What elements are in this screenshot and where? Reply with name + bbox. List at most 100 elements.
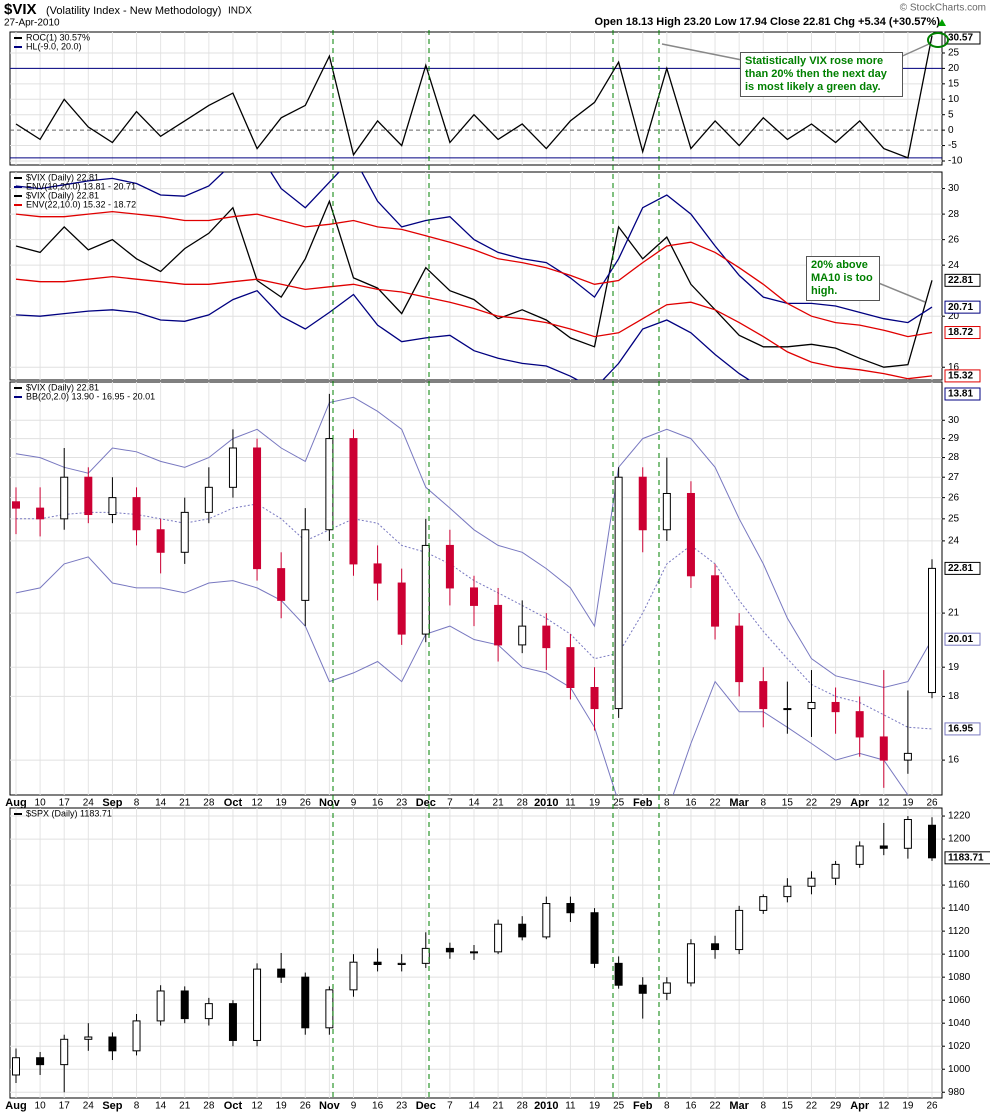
x-tick-label: 9 bbox=[351, 798, 357, 809]
candle-body bbox=[12, 501, 20, 509]
x-tick-label: 19 bbox=[589, 798, 601, 809]
candle-body bbox=[518, 625, 527, 646]
x-tick-label: Mar bbox=[729, 797, 749, 809]
x-tick-label: Oct bbox=[224, 797, 243, 809]
x-tick-label: 24 bbox=[83, 798, 95, 809]
x-tick-label: 16 bbox=[685, 798, 697, 809]
exchange: INDX bbox=[228, 6, 252, 17]
last-value-label: 30.57 bbox=[948, 33, 973, 44]
legend-label: BB(20,2.0) 13.90 - 16.95 - 20.01 bbox=[26, 391, 155, 401]
annotation: 20% above MA10 is too high. bbox=[806, 256, 880, 301]
x-tick-label: 2010 bbox=[534, 797, 558, 809]
legend-label: $SPX (Daily) 1183.71 bbox=[26, 808, 112, 818]
candle-body bbox=[542, 625, 551, 649]
x-tick-label: 10 bbox=[35, 1101, 47, 1112]
candle-body bbox=[735, 909, 744, 951]
y-tick-label: 28 bbox=[948, 452, 960, 463]
symbol-name: (Volatility Index - New Methodology) bbox=[46, 5, 221, 17]
candle-body bbox=[253, 968, 262, 1041]
x-tick-label: 9 bbox=[351, 1101, 357, 1112]
candle-body bbox=[156, 529, 165, 553]
annotation: Statistically VIX rose more than 20% the… bbox=[740, 52, 903, 97]
candle-body bbox=[421, 947, 430, 964]
candle-body bbox=[108, 497, 117, 516]
candle-body bbox=[614, 476, 623, 710]
candle-body bbox=[928, 567, 936, 694]
candle-body bbox=[397, 582, 406, 635]
candle-body bbox=[783, 885, 792, 898]
candle-body bbox=[84, 1036, 93, 1040]
y-tick-label: 1060 bbox=[948, 995, 971, 1006]
candle-body bbox=[831, 863, 840, 879]
y-tick-label: 30 bbox=[948, 183, 960, 194]
x-tick-label: 14 bbox=[468, 798, 480, 809]
x-tick-label: 19 bbox=[902, 798, 914, 809]
candle-body bbox=[566, 647, 575, 688]
legend-label: HL(-9.0, 20.0) bbox=[26, 41, 82, 51]
candle-body bbox=[590, 912, 599, 964]
x-tick-label: 16 bbox=[685, 1101, 697, 1112]
last-value-label: 22.81 bbox=[948, 275, 973, 286]
panel: 980 1000 1020 1040 1060 1080 1100 1120 1140 1160 1… bbox=[5, 807, 990, 1112]
x-tick-label: 19 bbox=[276, 1101, 288, 1112]
last-value-label: 1183.71 bbox=[948, 852, 984, 863]
x-tick-label: 17 bbox=[59, 1101, 71, 1112]
x-tick-label: 15 bbox=[782, 1101, 794, 1112]
x-tick-label: 22 bbox=[709, 798, 721, 809]
candle-body bbox=[421, 544, 430, 635]
candle-body bbox=[445, 544, 454, 589]
y-tick-label: 5 bbox=[948, 109, 954, 120]
candle-body bbox=[204, 1003, 213, 1020]
candle-body bbox=[662, 982, 671, 994]
y-tick-label: 1220 bbox=[948, 811, 971, 822]
x-tick-label: 10 bbox=[35, 798, 47, 809]
x-tick-label: 12 bbox=[251, 1101, 263, 1112]
x-tick-label: 7 bbox=[447, 798, 453, 809]
y-tick-label: 25 bbox=[948, 48, 960, 59]
candle-body bbox=[132, 1020, 141, 1052]
candle-body bbox=[494, 604, 503, 646]
x-tick-label: 14 bbox=[468, 1101, 480, 1112]
candle-body bbox=[614, 962, 623, 986]
last-value-box bbox=[944, 722, 981, 736]
candle-body bbox=[566, 903, 575, 914]
panel: 16 18 19 21 24 25 26 27 28 29 30 22.81 20.01 16.95 $VI… bbox=[5, 381, 981, 809]
x-tick-label: 28 bbox=[203, 798, 215, 809]
candle-body bbox=[807, 877, 816, 887]
candle-body bbox=[903, 819, 912, 849]
candle-body bbox=[60, 476, 69, 520]
last-value-box bbox=[944, 851, 990, 865]
candle-body bbox=[277, 968, 286, 978]
last-value-label: 18.72 bbox=[948, 327, 973, 338]
y-tick-label: 1140 bbox=[948, 903, 970, 914]
x-tick-label: 12 bbox=[878, 798, 890, 809]
candle-body bbox=[349, 438, 358, 565]
candle-body bbox=[711, 943, 720, 951]
band-lower bbox=[15, 556, 909, 795]
y-tick-label: 1040 bbox=[948, 1018, 971, 1029]
x-tick-label: Sep bbox=[102, 797, 122, 809]
x-tick-label: 26 bbox=[926, 1101, 938, 1112]
x-tick-label: 8 bbox=[664, 1101, 670, 1112]
candle-body bbox=[12, 1057, 20, 1076]
y-tick-label: 26 bbox=[948, 492, 960, 503]
y-tick-label: 1100 bbox=[948, 949, 970, 960]
candle-body bbox=[204, 486, 213, 513]
candle-body bbox=[445, 947, 454, 953]
y-tick-label: 1020 bbox=[948, 1041, 971, 1052]
candle-body bbox=[108, 1036, 117, 1052]
y-tick-label: 21 bbox=[948, 608, 960, 619]
candle-body bbox=[156, 990, 165, 1022]
candle-body bbox=[494, 923, 503, 953]
x-tick-label: 26 bbox=[300, 798, 312, 809]
candle-body bbox=[36, 507, 45, 520]
x-tick-label: 26 bbox=[300, 1101, 312, 1112]
candle-body bbox=[855, 845, 864, 865]
candle-body bbox=[831, 701, 840, 713]
last-value-label: 20.71 bbox=[948, 302, 973, 313]
callout-line bbox=[897, 43, 930, 59]
plot-area bbox=[15, 172, 933, 380]
y-tick-label: 20 bbox=[948, 311, 960, 322]
band-upper bbox=[15, 396, 933, 689]
legend-label: ROC(1) 30.57% bbox=[26, 32, 90, 42]
